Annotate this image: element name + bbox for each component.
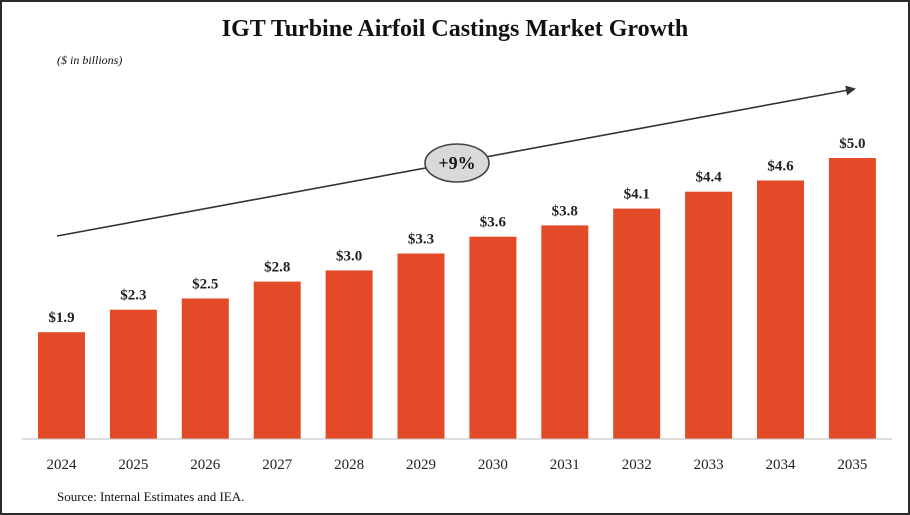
bar-2028 bbox=[325, 270, 373, 439]
bar-2033 bbox=[685, 191, 733, 439]
value-label-2028: $3.0 bbox=[336, 248, 362, 264]
bar-2030 bbox=[469, 236, 517, 439]
x-tick-2025: 2025 bbox=[118, 457, 148, 473]
x-tick-2029: 2029 bbox=[406, 457, 436, 473]
x-tick-2027: 2027 bbox=[262, 457, 293, 473]
value-label-2032: $4.1 bbox=[624, 187, 650, 203]
bar-2035 bbox=[828, 158, 876, 439]
bar-2024 bbox=[38, 332, 85, 439]
x-tick-2028: 2028 bbox=[334, 457, 364, 473]
bar-2032 bbox=[613, 208, 661, 439]
value-label-2031: $3.8 bbox=[552, 203, 578, 219]
value-label-2030: $3.6 bbox=[480, 215, 507, 231]
bar-2029 bbox=[397, 253, 445, 439]
x-tick-2032: 2032 bbox=[622, 457, 652, 473]
bar-2031 bbox=[541, 225, 589, 439]
bar-2025 bbox=[109, 309, 157, 439]
value-label-2033: $4.4 bbox=[695, 170, 722, 186]
cagr-label: +9% bbox=[438, 153, 475, 173]
value-label-2034: $4.6 bbox=[767, 159, 794, 175]
value-label-2025: $2.3 bbox=[120, 288, 146, 304]
bar-2034 bbox=[757, 180, 804, 439]
value-label-2026: $2.5 bbox=[192, 277, 218, 293]
x-tick-2033: 2033 bbox=[694, 457, 724, 473]
value-label-2027: $2.8 bbox=[264, 260, 290, 276]
x-tick-2034: 2034 bbox=[766, 457, 797, 473]
source-note: Source: Internal Estimates and IEA. bbox=[57, 489, 245, 504]
x-tick-2031: 2031 bbox=[550, 457, 580, 473]
x-tick-2035: 2035 bbox=[837, 457, 867, 473]
bar-2026 bbox=[181, 298, 229, 439]
x-tick-2026: 2026 bbox=[190, 457, 221, 473]
x-tick-2024: 2024 bbox=[47, 457, 78, 473]
chart-title: IGT Turbine Airfoil Castings Market Grow… bbox=[221, 16, 689, 42]
chart-subtitle: ($ in billions) bbox=[57, 53, 123, 67]
value-label-2024: $1.9 bbox=[48, 310, 74, 326]
x-tick-2030: 2030 bbox=[478, 457, 508, 473]
cagr-badge: +9% bbox=[424, 143, 490, 183]
bar-2027 bbox=[253, 281, 301, 439]
value-label-2035: $5.0 bbox=[839, 136, 865, 152]
growth-trend-arrow: +9% bbox=[56, 85, 856, 237]
value-label-2029: $3.3 bbox=[408, 232, 434, 248]
